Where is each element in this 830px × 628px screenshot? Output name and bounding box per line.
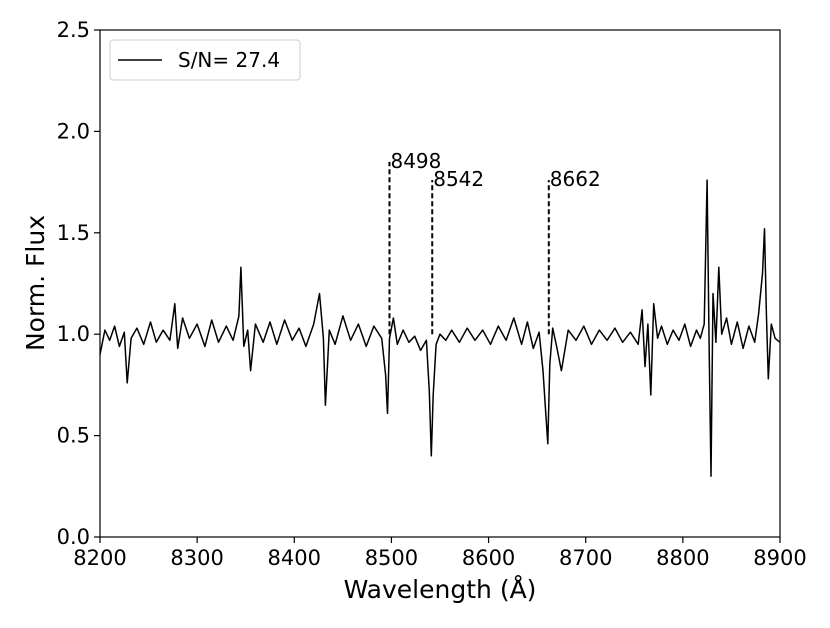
- plot-frame: [99, 29, 781, 538]
- y-tick-label-3: 1.5: [57, 221, 90, 245]
- x-tick-label-8700: 8700: [559, 546, 612, 570]
- plot-area: [100, 30, 780, 537]
- chart-marks: [99, 179, 781, 477]
- x-tick-label-8400: 8400: [268, 546, 321, 570]
- legend: S/N= 27.4: [109, 39, 301, 81]
- marker-label-8542: 8542: [433, 167, 484, 191]
- x-tick-label-8500: 8500: [365, 546, 418, 570]
- y-tick-label-5: 2.5: [57, 18, 90, 42]
- x-tick-label-8200: 8200: [73, 546, 126, 570]
- marker-label-8662: 8662: [550, 167, 601, 191]
- y-tick-label-0: 0.0: [57, 525, 90, 549]
- spectrum-line-0: [99, 179, 781, 477]
- axis-ticks: 8200 8300 8400 8500 8600 8700 8800 8900 0.0 0.5 1.…: [57, 18, 807, 570]
- x-tick-label-8800: 8800: [656, 546, 709, 570]
- x-tick-label-8300: 8300: [170, 546, 223, 570]
- x-tick-label-8900: 8900: [753, 546, 806, 570]
- y-axis-title: Norm. Flux: [21, 215, 50, 351]
- x-tick-label-8600: 8600: [462, 546, 515, 570]
- y-tick-label-4: 2.0: [57, 119, 90, 143]
- legend-label: S/N= 27.4: [178, 48, 280, 72]
- y-tick-label-1: 0.5: [57, 424, 90, 448]
- marker-label-8498: 8498: [390, 149, 441, 173]
- legend-box: [109, 39, 301, 81]
- x-axis-title: Wavelength (Å): [344, 575, 537, 604]
- y-tick-label-2: 1.0: [57, 322, 90, 346]
